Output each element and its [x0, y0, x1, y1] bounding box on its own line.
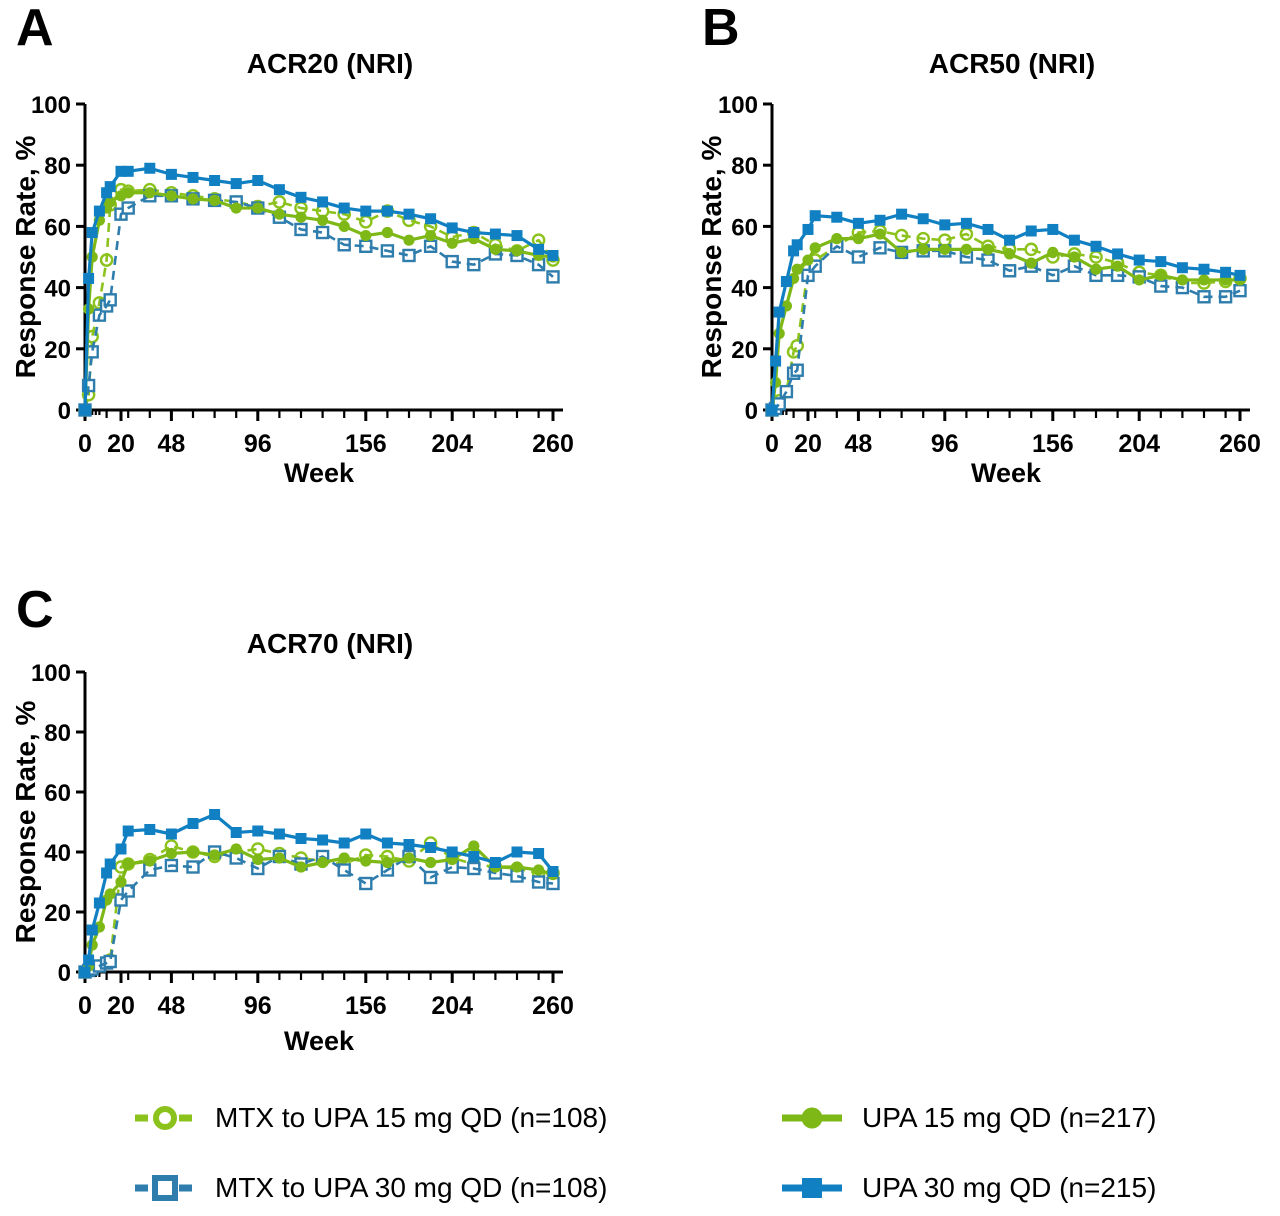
panel-letter: B	[702, 0, 740, 57]
legend-item-label: MTX to UPA 30 mg QD (n=108)	[215, 1172, 608, 1203]
panel-acr50: B ACR50 (NRI) Response Rate, % 0 20 40 60 80…	[640, 0, 1280, 560]
filled-circle-marker-icon	[782, 1107, 842, 1129]
open-circle-marker-icon	[135, 1106, 195, 1130]
legend: MTX to UPA 15 mg QD (n=108) UPA 15 mg QD…	[0, 1090, 1280, 1216]
svg-text:100: 100	[31, 92, 71, 119]
svg-text:60: 60	[731, 214, 758, 241]
svg-text:48: 48	[157, 430, 185, 458]
x-axis-label: Week	[283, 1026, 355, 1056]
svg-text:20: 20	[44, 337, 71, 364]
legend-item-label: UPA 15 mg QD (n=217)	[862, 1102, 1157, 1133]
svg-text:156: 156	[1032, 430, 1074, 458]
panel-acr20: A ACR20 (NRI) Response Rate, % 0 20 40 60 80…	[0, 0, 640, 560]
svg-text:20: 20	[794, 430, 822, 458]
legend-item-label: UPA 30 mg QD (n=215)	[862, 1172, 1157, 1203]
svg-text:156: 156	[345, 430, 387, 458]
legend-item-mtx-to-upa-30: MTX to UPA 30 mg QD (n=108)	[133, 1172, 607, 1204]
acr50-plot: 0 20 40 60 80 100 0 20 48 96 156 204 260	[718, 92, 1261, 458]
svg-text:260: 260	[532, 992, 574, 1020]
svg-text:156: 156	[345, 992, 387, 1020]
svg-text:96: 96	[244, 992, 272, 1020]
svg-text:20: 20	[107, 430, 135, 458]
svg-text:20: 20	[107, 992, 135, 1020]
svg-text:0: 0	[78, 992, 92, 1020]
panel-letter: C	[16, 581, 54, 639]
svg-text:0: 0	[765, 430, 779, 458]
svg-text:40: 40	[44, 840, 71, 867]
panel-acr70: C ACR70 (NRI) Response Rate, % 0 20 40 60 80…	[0, 560, 640, 1090]
x-axis-label: Week	[970, 458, 1042, 488]
svg-text:80: 80	[44, 720, 71, 747]
svg-text:40: 40	[731, 276, 758, 303]
svg-text:100: 100	[718, 92, 758, 119]
panel-title: ACR20 (NRI)	[246, 48, 414, 79]
svg-text:96: 96	[931, 430, 959, 458]
svg-text:80: 80	[731, 153, 758, 180]
legend-item-mtx-to-upa-15: MTX to UPA 15 mg QD (n=108)	[133, 1102, 607, 1134]
svg-text:80: 80	[44, 153, 71, 180]
svg-text:60: 60	[44, 214, 71, 241]
svg-text:260: 260	[1219, 430, 1261, 458]
svg-text:0: 0	[58, 398, 71, 425]
legend-item-upa-15: UPA 15 mg QD (n=217)	[780, 1102, 1156, 1134]
svg-text:96: 96	[244, 430, 272, 458]
open-square-marker-icon	[135, 1175, 195, 1201]
acr20-plot: 0 20 40 60 80 100 0 20 48 96 156 204 260	[31, 92, 574, 458]
svg-text:48: 48	[157, 992, 185, 1020]
svg-text:0: 0	[78, 430, 92, 458]
panel-title: ACR70 (NRI)	[246, 628, 414, 659]
legend-item-label: MTX to UPA 15 mg QD (n=108)	[215, 1102, 608, 1133]
svg-text:204: 204	[431, 430, 473, 458]
panel-title: ACR50 (NRI)	[928, 48, 1096, 79]
svg-text:0: 0	[58, 960, 71, 987]
svg-text:40: 40	[44, 276, 71, 303]
panel-letter: A	[16, 0, 54, 57]
legend-item-upa-30: UPA 30 mg QD (n=215)	[780, 1172, 1156, 1204]
acr70-plot: 0 20 40 60 80 100 0 20 48 96 156 204 260	[31, 660, 574, 1020]
svg-text:100: 100	[31, 660, 71, 687]
svg-text:20: 20	[731, 337, 758, 364]
svg-text:260: 260	[532, 430, 574, 458]
svg-text:20: 20	[44, 900, 71, 927]
x-axis-label: Week	[283, 458, 355, 488]
svg-text:204: 204	[431, 992, 473, 1020]
svg-text:60: 60	[44, 780, 71, 807]
filled-square-marker-icon	[782, 1178, 842, 1198]
svg-text:204: 204	[1118, 430, 1160, 458]
svg-text:48: 48	[844, 430, 872, 458]
svg-text:0: 0	[745, 398, 758, 425]
